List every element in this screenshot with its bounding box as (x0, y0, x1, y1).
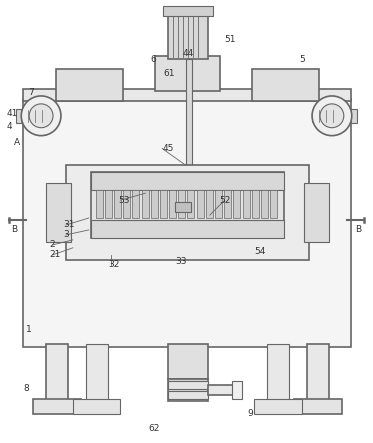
Bar (46, 344, 68, 406)
Circle shape (320, 104, 344, 128)
Text: 54: 54 (254, 247, 266, 256)
Bar (208, 385, 236, 395)
Bar (215, 190, 222, 218)
Bar (56, 69, 123, 101)
Bar (267, 344, 289, 406)
Circle shape (312, 96, 352, 136)
Bar (251, 69, 319, 101)
Bar (105, 190, 112, 218)
Text: 45: 45 (162, 144, 173, 153)
Text: 1: 1 (26, 325, 32, 334)
Bar (91, 172, 284, 238)
Text: B: B (11, 225, 18, 234)
Bar (232, 381, 242, 399)
Circle shape (29, 104, 53, 128)
Bar (155, 56, 220, 91)
Bar (168, 391, 208, 399)
Bar (151, 190, 158, 218)
Text: 3: 3 (63, 230, 69, 239)
Bar (23, 99, 351, 347)
Text: 7: 7 (28, 89, 34, 97)
Text: 41: 41 (6, 109, 18, 118)
Bar (270, 190, 277, 218)
Text: 51: 51 (225, 35, 236, 44)
Bar (188, 190, 194, 218)
Bar (242, 190, 250, 218)
Bar (206, 190, 213, 218)
Text: 21: 21 (49, 250, 60, 259)
Bar (168, 379, 208, 400)
Bar (73, 399, 120, 414)
Bar (142, 190, 148, 218)
Bar (96, 190, 103, 218)
Bar (169, 190, 176, 218)
Bar (307, 344, 329, 406)
Bar (304, 183, 329, 242)
Bar (86, 344, 107, 406)
Bar (23, 89, 351, 101)
Bar (168, 381, 208, 389)
Bar (123, 190, 130, 218)
Text: 5: 5 (299, 55, 305, 64)
Text: 4: 4 (6, 122, 12, 131)
Text: 8: 8 (23, 384, 29, 393)
Bar (33, 399, 81, 414)
Text: 44: 44 (183, 49, 194, 58)
Bar (233, 190, 240, 218)
Bar (186, 59, 192, 233)
Bar (197, 190, 204, 218)
Bar (66, 165, 309, 260)
Text: 31: 31 (63, 221, 75, 229)
Text: 52: 52 (220, 196, 231, 205)
Bar (252, 190, 259, 218)
Bar (254, 399, 302, 414)
Bar (91, 220, 284, 238)
Bar (178, 190, 185, 218)
Text: 61: 61 (163, 69, 175, 78)
Bar (163, 6, 213, 16)
Text: 6: 6 (150, 55, 156, 64)
Bar (16, 109, 66, 123)
Text: 53: 53 (119, 196, 130, 205)
Bar (114, 190, 121, 218)
Text: 33: 33 (175, 257, 186, 266)
Bar (46, 183, 71, 242)
Bar (307, 109, 357, 123)
Text: 32: 32 (109, 260, 120, 269)
Text: 62: 62 (148, 424, 160, 433)
Text: 2: 2 (49, 240, 55, 249)
Bar (224, 190, 231, 218)
Bar (91, 172, 284, 190)
Bar (261, 190, 268, 218)
Circle shape (21, 96, 61, 136)
Bar (168, 344, 208, 379)
Bar (294, 399, 342, 414)
Text: 9: 9 (248, 409, 253, 418)
Bar (175, 202, 191, 212)
Text: B: B (355, 225, 361, 234)
Bar (168, 14, 208, 59)
Text: A: A (14, 138, 21, 147)
Bar (160, 190, 167, 218)
Bar (132, 190, 140, 218)
